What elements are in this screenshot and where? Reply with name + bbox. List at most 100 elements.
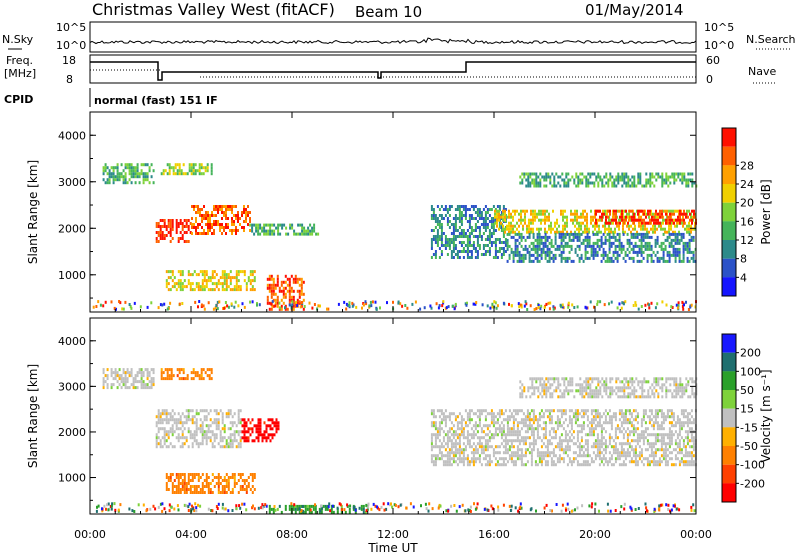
- echo-cell: [572, 235, 575, 239]
- echo-cell: [233, 439, 236, 443]
- echo-cell: [464, 250, 467, 253]
- echo-cell: [498, 215, 500, 219]
- echo-cell: [512, 409, 515, 413]
- echo-cell: [201, 232, 203, 235]
- echo-cell: [578, 442, 581, 446]
- echo-cell: [221, 217, 223, 220]
- echo-cell: [545, 302, 548, 306]
- echo-cell: [624, 412, 627, 416]
- echo-cell: [536, 463, 539, 467]
- echo-cell: [576, 238, 579, 242]
- echo-cell: [157, 409, 160, 413]
- echo-cell: [452, 454, 455, 458]
- echo-cell: [195, 220, 197, 223]
- echo-cell: [602, 436, 605, 440]
- echo-cell: [680, 232, 683, 236]
- echo-cell: [464, 205, 467, 208]
- echo-cell: [458, 436, 461, 440]
- echo-cell: [286, 289, 289, 293]
- echo-cell: [608, 433, 611, 437]
- echo-cell: [604, 442, 607, 446]
- echo-cell: [213, 220, 215, 223]
- echo-cell: [166, 172, 169, 176]
- echo-cell: [528, 451, 531, 455]
- echo-cell: [480, 451, 483, 455]
- echo-cell: [524, 253, 527, 257]
- echo-cell: [656, 433, 659, 437]
- echo-cell: [494, 215, 496, 219]
- echo-cell: [134, 377, 137, 381]
- echo-cell: [276, 507, 279, 511]
- echo-cell: [207, 476, 210, 479]
- echo-cell: [183, 285, 186, 289]
- echo-cell: [572, 460, 575, 464]
- echo-cell: [570, 238, 573, 242]
- echo-cell: [588, 430, 591, 434]
- echo-cell: [638, 451, 641, 455]
- echo-cell: [644, 235, 647, 239]
- echo-cell: [271, 436, 274, 440]
- echo-cell: [653, 215, 655, 219]
- echo-cell: [574, 232, 577, 236]
- echo-cell: [440, 250, 443, 253]
- cpid-label: CPID: [4, 93, 33, 106]
- echo-cell: [215, 205, 217, 208]
- echo-cell: [458, 211, 461, 214]
- echo-cell: [649, 181, 652, 185]
- echo-cell: [265, 424, 268, 428]
- echo-cell: [546, 253, 549, 257]
- echo-cell: [492, 415, 495, 419]
- echo-cell: [596, 442, 599, 446]
- echo-cell: [472, 205, 475, 208]
- echo-cell: [656, 256, 659, 260]
- echo-cell: [664, 227, 666, 231]
- echo-cell: [257, 229, 260, 233]
- echo-cell: [199, 488, 202, 491]
- echo-cell: [674, 259, 677, 263]
- echo-cell: [492, 448, 495, 452]
- echo-cell: [530, 448, 533, 452]
- echo-cell: [231, 415, 234, 419]
- echo-cell: [528, 253, 531, 257]
- echo-cell: [535, 172, 538, 176]
- echo-cell: [302, 292, 305, 296]
- echo-cell: [594, 454, 597, 458]
- echo-cell: [544, 232, 547, 236]
- echo-cell: [371, 300, 374, 304]
- echo-cell: [652, 421, 655, 425]
- echo-cell: [604, 224, 606, 228]
- echo-cell: [482, 232, 485, 235]
- echo-cell: [668, 235, 671, 239]
- echo-cell: [554, 463, 557, 467]
- echo-cell: [201, 442, 204, 446]
- echo-cell: [478, 235, 481, 238]
- echo-cell: [580, 256, 583, 260]
- echo-cell: [667, 221, 669, 225]
- echo-cell: [157, 225, 160, 228]
- echo-cell: [282, 280, 285, 284]
- echo-cell: [560, 409, 563, 413]
- echo-cell: [674, 256, 677, 260]
- echo-cell: [586, 235, 589, 239]
- echo-cell: [205, 473, 208, 476]
- echo-cell: [193, 205, 195, 208]
- echo-cell: [223, 485, 226, 488]
- echo-cell: [217, 220, 219, 223]
- echo-cell: [574, 442, 577, 446]
- echo-cell: [447, 305, 450, 309]
- echo-cell: [657, 221, 659, 225]
- echo-cell: [255, 424, 258, 428]
- echo-cell: [612, 445, 615, 449]
- echo-cell: [508, 209, 510, 213]
- echo-cell: [561, 172, 564, 176]
- echo-cell: [436, 220, 439, 223]
- echo-cell: [534, 209, 536, 213]
- echo-region: [155, 219, 192, 243]
- echo-cell: [502, 208, 505, 211]
- echo-cell: [560, 256, 563, 260]
- echo-cell: [572, 430, 575, 434]
- echo-cell: [199, 232, 201, 235]
- echo-cell: [496, 421, 499, 425]
- echo-cell: [432, 214, 435, 217]
- echo-cell: [282, 286, 285, 290]
